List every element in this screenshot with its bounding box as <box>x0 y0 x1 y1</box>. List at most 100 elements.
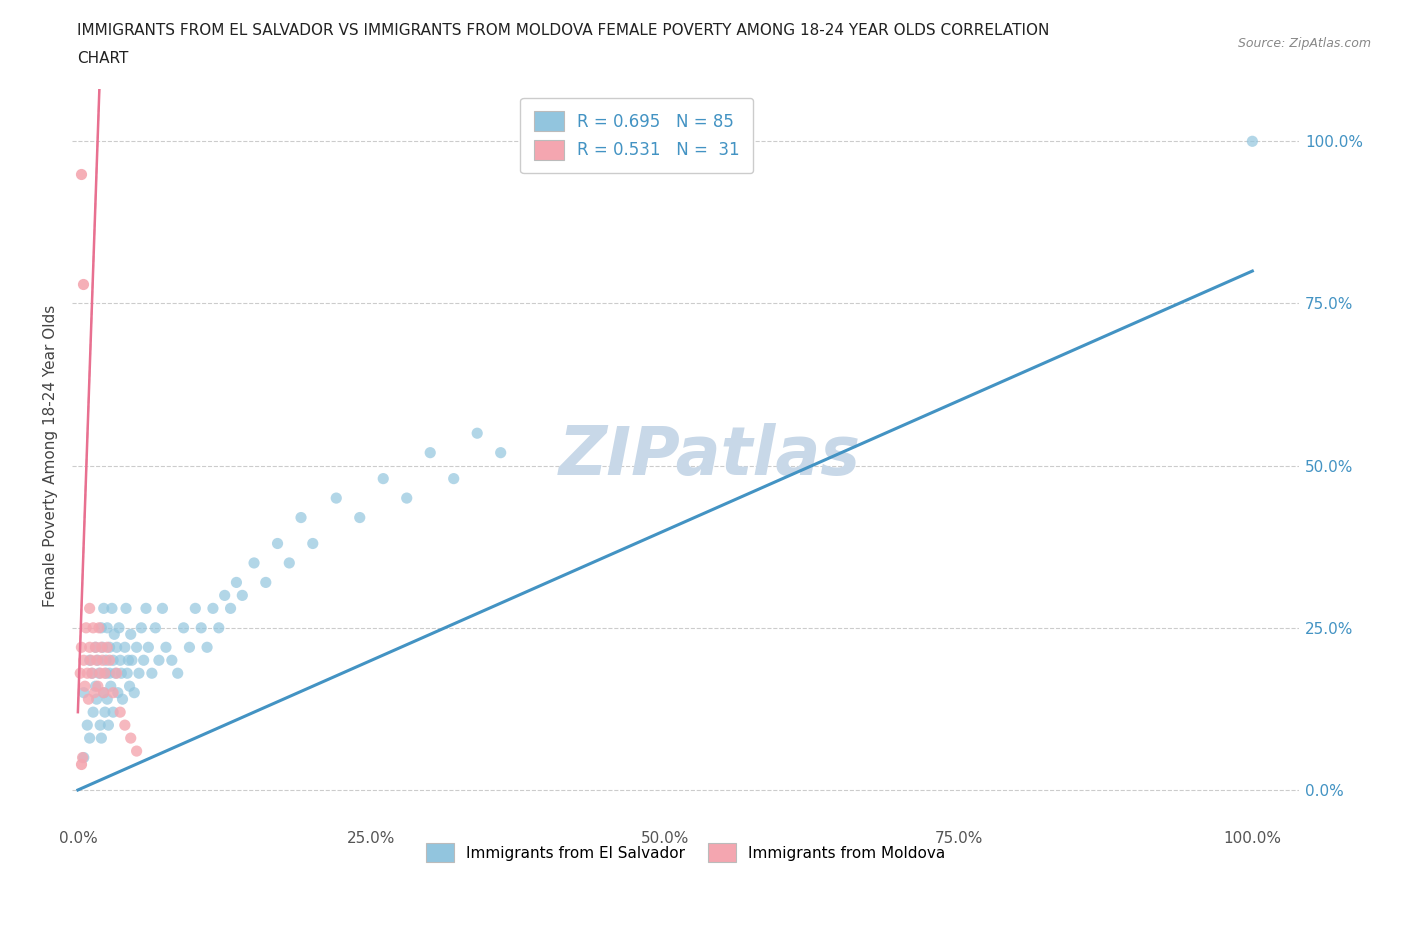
Point <box>82 705 104 720</box>
Point <box>87 653 110 668</box>
Point <box>155 640 177 655</box>
Point <box>94 666 117 681</box>
Text: CHART: CHART <box>77 51 129 66</box>
Point <box>98 666 121 681</box>
Point <box>89 666 111 681</box>
Point <box>73 685 96 700</box>
Point <box>103 627 125 642</box>
Point <box>90 620 112 635</box>
Point <box>443 472 465 486</box>
Point <box>100 679 122 694</box>
Point <box>108 653 131 668</box>
Point <box>94 705 117 720</box>
Point <box>70 757 93 772</box>
Point <box>87 679 110 694</box>
Point <box>98 640 121 655</box>
Point <box>79 640 101 655</box>
Point <box>76 718 98 733</box>
Point <box>70 166 93 181</box>
Point <box>72 276 94 291</box>
Point <box>97 718 120 733</box>
Point <box>166 666 188 681</box>
Legend: Immigrants from El Salvador, Immigrants from Moldova: Immigrants from El Salvador, Immigrants … <box>419 836 953 870</box>
Point <box>96 640 118 655</box>
Point <box>110 666 132 681</box>
Point <box>83 685 105 700</box>
Point <box>111 692 134 707</box>
Point <box>84 640 107 655</box>
Point <box>117 653 139 668</box>
Point <box>173 620 195 635</box>
Point <box>125 744 148 759</box>
Point <box>91 640 114 655</box>
Point <box>105 640 128 655</box>
Point <box>73 653 96 668</box>
Point <box>89 718 111 733</box>
Point <box>115 601 138 616</box>
Point <box>101 653 124 668</box>
Point <box>231 588 253 603</box>
Point <box>105 666 128 681</box>
Point <box>69 666 91 681</box>
Text: Source: ZipAtlas.com: Source: ZipAtlas.com <box>1237 37 1371 50</box>
Point <box>489 445 512 460</box>
Point <box>80 666 103 681</box>
Point <box>108 705 131 720</box>
Point <box>96 620 118 635</box>
Text: ZIPatlas: ZIPatlas <box>560 423 862 489</box>
Point <box>208 620 231 635</box>
Point <box>395 491 418 506</box>
Point <box>86 692 108 707</box>
Point <box>141 666 163 681</box>
Point <box>184 601 207 616</box>
Point <box>79 601 101 616</box>
Point <box>93 685 115 700</box>
Point <box>93 685 115 700</box>
Point <box>73 751 96 765</box>
Point <box>72 751 94 765</box>
Point <box>266 536 288 551</box>
Point <box>80 666 103 681</box>
Point <box>195 640 218 655</box>
Y-axis label: Female Poverty Among 18-24 Year Olds: Female Poverty Among 18-24 Year Olds <box>44 305 58 607</box>
Point <box>138 640 160 655</box>
Point <box>118 679 141 694</box>
Text: IMMIGRANTS FROM EL SALVADOR VS IMMIGRANTS FROM MOLDOVA FEMALE POVERTY AMONG 18-2: IMMIGRANTS FROM EL SALVADOR VS IMMIGRANT… <box>77 23 1050 38</box>
Point <box>125 640 148 655</box>
Point <box>94 653 117 668</box>
Point <box>93 601 115 616</box>
Point <box>90 640 112 655</box>
Point <box>122 685 145 700</box>
Point <box>1241 134 1264 149</box>
Point <box>114 640 136 655</box>
Point <box>98 653 121 668</box>
Point <box>73 679 96 694</box>
Point <box>120 627 142 642</box>
Point <box>349 510 371 525</box>
Point <box>101 705 124 720</box>
Point <box>152 601 174 616</box>
Point <box>201 601 224 616</box>
Point <box>114 718 136 733</box>
Point <box>290 510 312 525</box>
Point <box>76 666 98 681</box>
Point <box>80 653 103 668</box>
Point <box>325 491 347 506</box>
Point <box>132 653 155 668</box>
Point <box>219 601 242 616</box>
Point <box>70 640 93 655</box>
Point <box>135 601 157 616</box>
Point <box>79 653 101 668</box>
Point <box>148 653 170 668</box>
Point <box>75 620 97 635</box>
Point <box>254 575 277 590</box>
Point <box>278 555 301 570</box>
Point <box>94 666 117 681</box>
Point <box>128 666 150 681</box>
Point <box>77 692 100 707</box>
Point <box>419 445 441 460</box>
Point <box>108 620 131 635</box>
Point <box>86 653 108 668</box>
Point <box>115 666 138 681</box>
Point <box>121 653 143 668</box>
